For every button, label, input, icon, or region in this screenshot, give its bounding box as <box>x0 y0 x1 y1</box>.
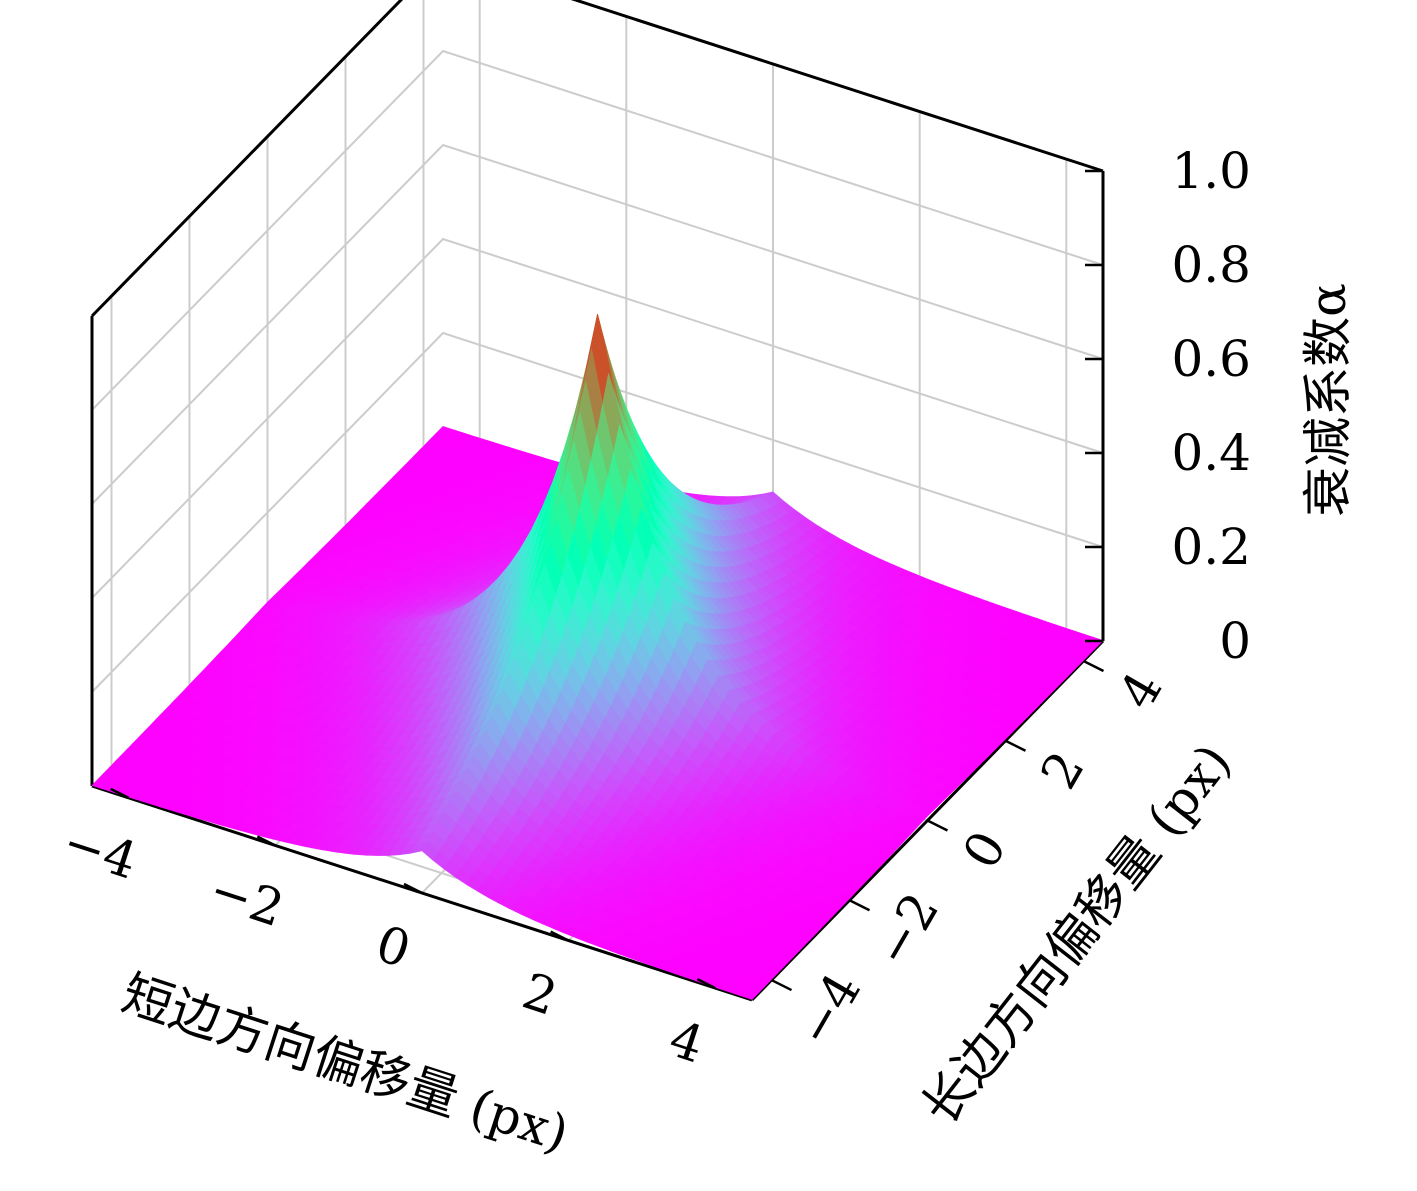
x-tick-label: −2 <box>203 860 291 938</box>
y-tick <box>926 819 949 832</box>
z-gridline <box>91 331 1104 693</box>
x-tick-label: 2 <box>516 962 564 1027</box>
x-tick <box>550 930 570 942</box>
z-tick-label: 0.2 <box>1171 518 1251 576</box>
z-tick-label: 0.8 <box>1171 236 1251 294</box>
x-tick-label: 4 <box>662 1009 710 1074</box>
y-tick-label: 0 <box>952 822 1018 879</box>
surface-patch <box>740 989 759 1000</box>
top-back-edges <box>90 0 1104 318</box>
x-tick-label: −4 <box>56 813 144 891</box>
y-tick-label: −2 <box>863 883 950 976</box>
z-tick-label: 0 <box>1219 612 1251 670</box>
z-gridline <box>91 237 1104 599</box>
x-tick <box>696 977 716 990</box>
x-axis-label: 短边方向偏移量 (px) <box>115 964 575 1163</box>
z-axis-label: 衰减系数α <box>1299 283 1357 517</box>
z-tick-label: 0.6 <box>1171 330 1251 388</box>
z-tick-label: 1.0 <box>1171 142 1251 200</box>
tick-marks <box>110 169 1105 992</box>
y-tick-label: −4 <box>785 963 872 1056</box>
y-tick <box>770 978 793 992</box>
y-tick-label: 2 <box>1030 742 1096 799</box>
z-tick-label: 0.4 <box>1171 424 1251 482</box>
y-tick-label: 4 <box>1108 662 1174 719</box>
y-tick <box>1004 739 1027 752</box>
x-tick-label: 0 <box>369 914 417 979</box>
y-tick <box>1082 659 1105 673</box>
z-gridline <box>91 143 1104 505</box>
x-tick <box>110 787 130 800</box>
x-tick <box>256 835 276 847</box>
x-tick <box>403 882 423 895</box>
y-tick <box>848 899 871 912</box>
z-gridline <box>91 49 1104 411</box>
surface-mesh <box>91 313 1104 1000</box>
